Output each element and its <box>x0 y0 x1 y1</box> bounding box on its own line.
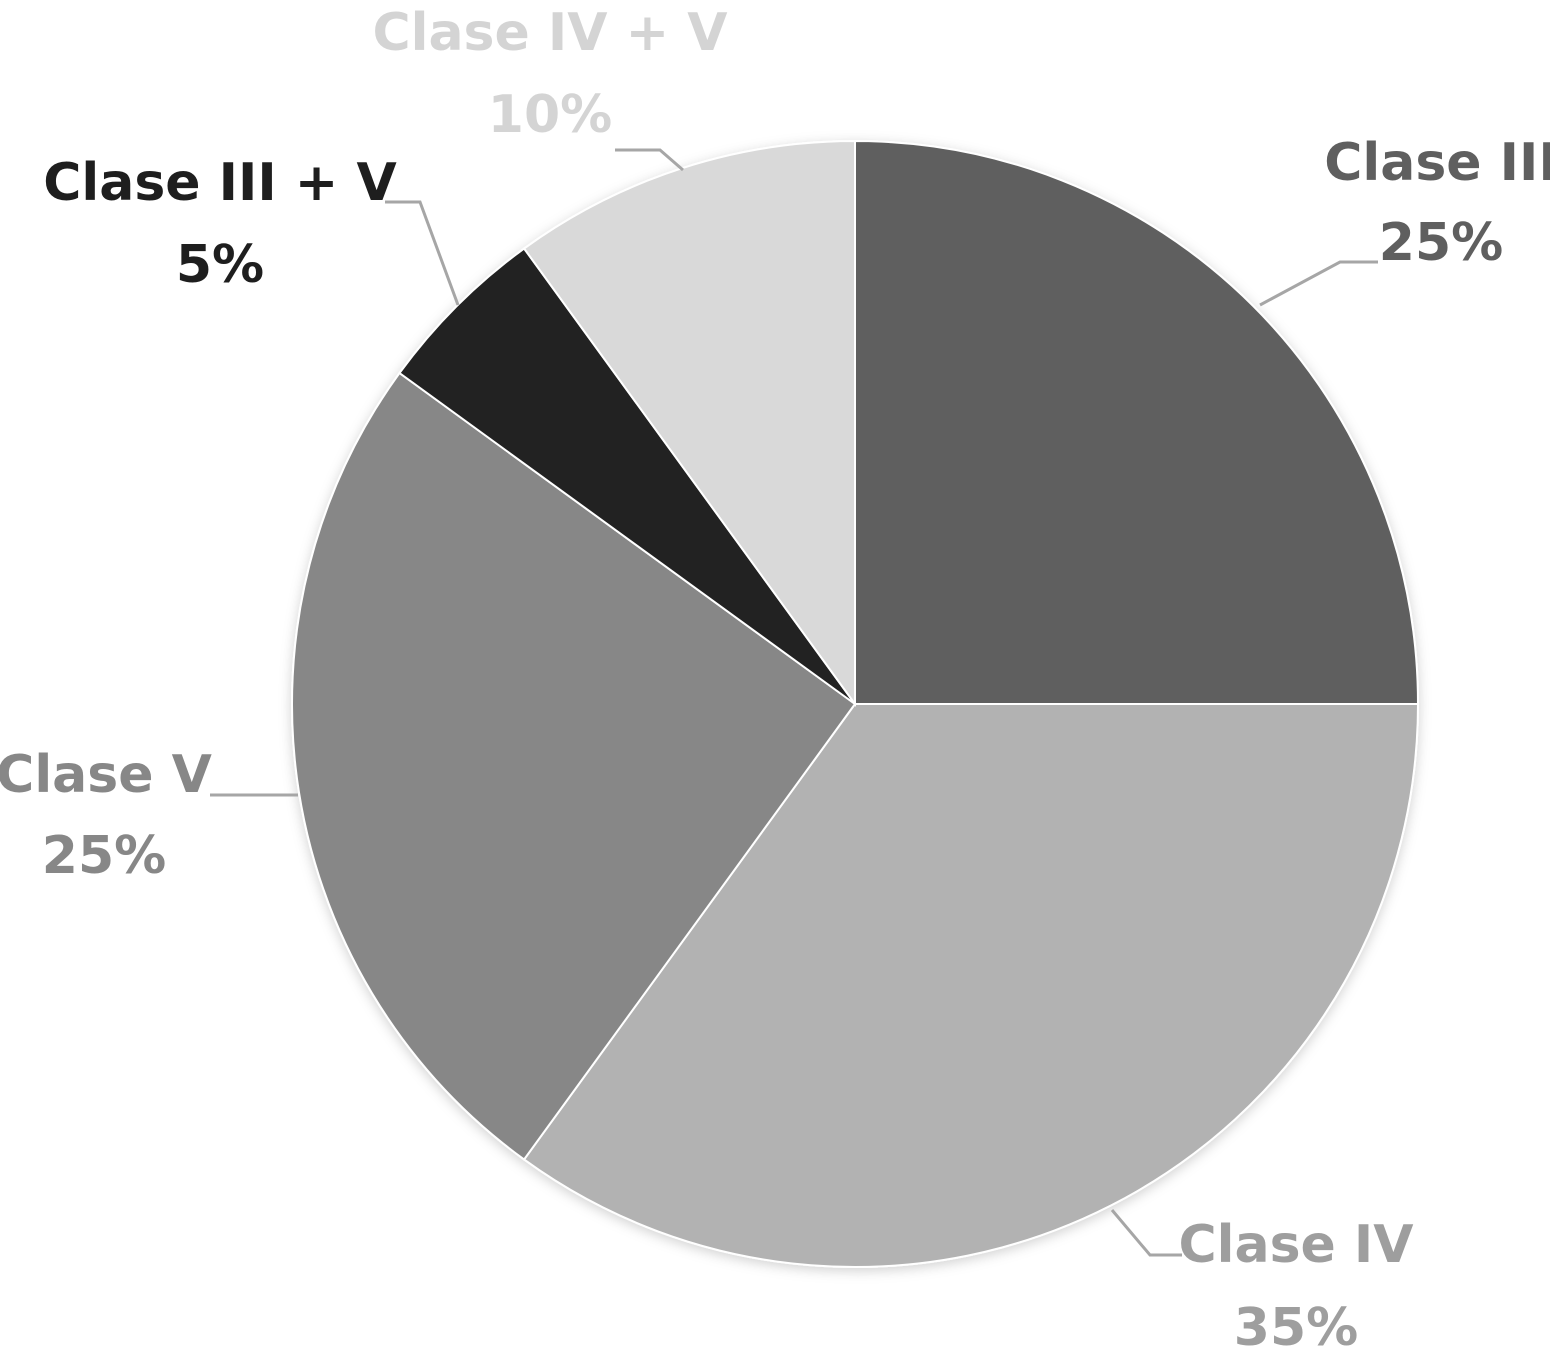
slice-value-label-clase-iv-plus-v: 10% <box>488 85 612 145</box>
slice-category-label-clase-iv: Clase IV <box>1179 1215 1414 1275</box>
leader-line-clase-iv <box>1110 1209 1182 1257</box>
leader-lines <box>210 148 1378 1257</box>
leader-line-clase-iii-plus-v <box>385 200 460 306</box>
slice-value-label-clase-v: 25% <box>42 826 166 886</box>
pie-slice-clase-v <box>290 371 857 1161</box>
slice-value-label-clase-iii-plus-v: 5% <box>176 235 264 295</box>
pie-slice-clase-iii <box>854 139 1420 705</box>
leader-line-clase-iv-plus-v <box>615 148 684 172</box>
data-labels: Clase III 25% Clase IV 35% Clase V 25% Clase I… <box>0 3 1550 1356</box>
slice-category-label-clase-iv-plus-v: Clase IV + V <box>372 3 727 63</box>
pie-slice-clase-iii-plus-v <box>398 247 856 705</box>
slice-value-label-clase-iii: 25% <box>1379 213 1503 273</box>
pie-slices <box>290 139 1420 1269</box>
pie-slice-clase-iv <box>522 703 1420 1269</box>
leader-line-clase-iii <box>1259 260 1378 307</box>
slice-category-label-clase-v: Clase V <box>0 745 212 805</box>
slice-value-label-clase-iv: 35% <box>1234 1298 1358 1351</box>
slice-category-label-clase-iii-plus-v: Clase III + V <box>43 153 396 213</box>
slice-category-label-clase-iii: Clase III <box>1324 133 1550 193</box>
